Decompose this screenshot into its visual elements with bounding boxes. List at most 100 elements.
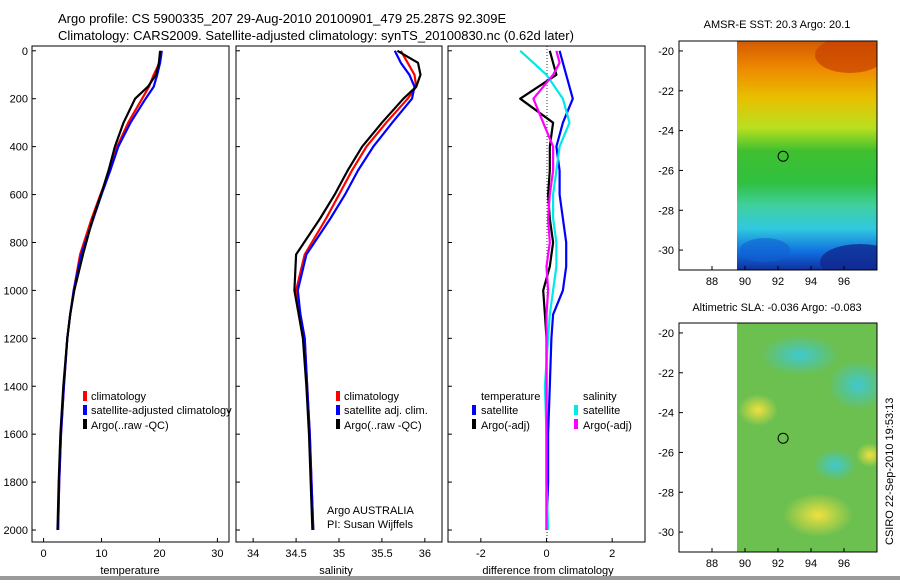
map-y-tick-label: -20: [658, 328, 674, 340]
legend-label-temp-argo: Argo(-adj): [481, 420, 530, 432]
map-x-tick-label: 92: [772, 276, 784, 288]
difference-series-temperature-satellite: [545, 50, 574, 531]
annotation-argo-australia: Argo AUSTRALIA: [327, 505, 414, 517]
temperature-series-argo-raw-qc-: [56, 50, 162, 531]
map-y-tick-label: -26: [658, 447, 674, 459]
y-tick-label: 1200: [4, 333, 28, 345]
legend-label-satellite: satellite adj. clim.: [344, 405, 428, 417]
sst-map-title: AMSR-E SST: 20.3 Argo: 20.1: [704, 19, 851, 31]
map-y-tick-label: -20: [658, 46, 674, 58]
map-y-tick-label: -24: [658, 126, 674, 138]
legend-swatch-argo: [336, 419, 340, 429]
temperature-axes: [31, 45, 230, 543]
x-tick-label: 0: [41, 548, 47, 560]
x-tick-label: 2: [609, 548, 615, 560]
y-tick-label: 2000: [4, 525, 28, 537]
legend-label-satellite: satellite-adjusted climatology: [91, 405, 232, 417]
y-tick-label: 600: [10, 190, 28, 202]
sst-warm-patch: [815, 41, 877, 73]
map-y-tick-label: -24: [658, 408, 674, 420]
sst-map-panel: AMSR-E SST: 20.3 Argo: 20.1 88 90 92 94 96 -2…: [658, 19, 878, 288]
sst-cold-patch-2: [740, 238, 790, 262]
y-tick-label: 0: [22, 46, 28, 58]
legend-swatch-sal-argo: [574, 419, 578, 429]
sla-low-patch-2: [813, 449, 857, 481]
legend-label-climatology: climatology: [91, 391, 147, 403]
map-y-tick-label: -30: [658, 245, 674, 257]
salinity-series-satellite-adj-clim-: [296, 50, 416, 531]
y-tick-label: 1600: [4, 429, 28, 441]
salinity-series-argo-raw-qc-: [293, 49, 422, 531]
sla-low-patch-3: [828, 360, 877, 410]
x-tick-label: 34.5: [285, 548, 306, 560]
legend-swatch-temp-argo: [472, 419, 476, 429]
sla-low-patch: [760, 335, 840, 375]
legend-header-temperature: temperature: [481, 391, 540, 403]
salinity-legend: climatology satellite adj. clim. Argo(..…: [336, 391, 428, 432]
y-tick-label: 800: [10, 237, 28, 249]
legend-swatch-climatology: [336, 391, 340, 401]
x-tick-label: -2: [476, 548, 486, 560]
difference-legend: temperature salinity satellite Argo(-adj…: [472, 391, 632, 432]
salinity-series-climatology: [295, 50, 418, 531]
sla-map-panel: Altimetric SLA: -0.036 Argo: -0.083 88 90…: [658, 302, 878, 570]
legend-swatch-satellite: [83, 405, 87, 415]
y-tick-label: 1000: [4, 285, 28, 297]
legend-swatch-climatology: [83, 391, 87, 401]
x-tick-label: 30: [211, 548, 223, 560]
sst-float-marker: [777, 150, 789, 162]
map-x-tick-label: 96: [838, 276, 850, 288]
legend-header-salinity: salinity: [583, 391, 617, 403]
sst-cold-patch: [820, 244, 877, 270]
sla-high-patch-3: [856, 443, 877, 467]
map-y-tick-label: -30: [658, 527, 674, 539]
x-tick-label: 10: [95, 548, 107, 560]
temperature-panel: 0 10 20 30 0 200 400 600 800 1000 1200 1400 1600 1800…: [4, 45, 232, 577]
x-tick-label: 36: [419, 548, 431, 560]
legend-label-argo: Argo(..raw -QC): [344, 420, 422, 432]
difference-series-salinity-argo-adj-: [532, 50, 561, 530]
header-line1: Argo profile: CS 5900335_207 29-Aug-2010…: [58, 11, 506, 26]
map-x-tick-label: 88: [706, 558, 718, 570]
legend-swatch-satellite: [336, 405, 340, 415]
header-line2: Climatology: CARS2009. Satellite-adjuste…: [58, 28, 574, 43]
map-x-tick-label: 94: [805, 276, 817, 288]
legend-label-argo: Argo(..raw -QC): [91, 420, 169, 432]
x-tick-label: 34: [247, 548, 259, 560]
temperature-xlabel: temperature: [100, 565, 159, 577]
bottom-scrollbar[interactable]: [0, 576, 900, 580]
side-label: CSIRO 22-Sep-2010 19:53:13: [884, 398, 896, 545]
difference-panel: -2 0 2 difference from climatology tempera…: [447, 45, 646, 577]
map-x-tick-label: 94: [805, 558, 817, 570]
map-x-tick-label: 88: [706, 276, 718, 288]
legend-label-climatology: climatology: [344, 391, 400, 403]
difference-xlabel: difference from climatology: [482, 565, 614, 577]
x-tick-label: 20: [153, 548, 165, 560]
annotation-pi: PI: Susan Wijffels: [327, 519, 413, 531]
map-x-tick-label: 96: [838, 558, 850, 570]
salinity-panel: 34 34.5 35 35.5 36 salinity climatology sate…: [235, 45, 443, 577]
salinity-axes: [235, 45, 443, 543]
difference-series-salinity-satellite: [519, 49, 571, 531]
sla-float-marker: [777, 432, 789, 444]
legend-label-temp-satellite: satellite: [481, 405, 518, 417]
sst-heatmap-field: [737, 41, 877, 270]
salinity-xlabel: salinity: [319, 565, 353, 577]
difference-series-temperature-argo-adj-: [519, 50, 558, 530]
x-tick-label: 35.5: [371, 548, 392, 560]
y-tick-label: 400: [10, 142, 28, 154]
map-x-tick-label: 92: [772, 558, 784, 570]
x-tick-label: 0: [543, 548, 549, 560]
sla-map-title: Altimetric SLA: -0.036 Argo: -0.083: [692, 302, 861, 314]
map-y-tick-label: -28: [658, 205, 674, 217]
map-y-tick-label: -22: [658, 368, 674, 380]
temperature-legend: climatology satellite-adjusted climatolo…: [83, 391, 232, 432]
legend-swatch-temp-satellite: [472, 405, 476, 415]
legend-label-sal-satellite: satellite: [583, 405, 620, 417]
y-tick-label: 200: [10, 94, 28, 106]
map-y-tick-label: -26: [658, 165, 674, 177]
sla-high-patch-2: [783, 493, 853, 537]
map-x-tick-label: 90: [739, 276, 751, 288]
sst-heatmap: [737, 41, 877, 270]
